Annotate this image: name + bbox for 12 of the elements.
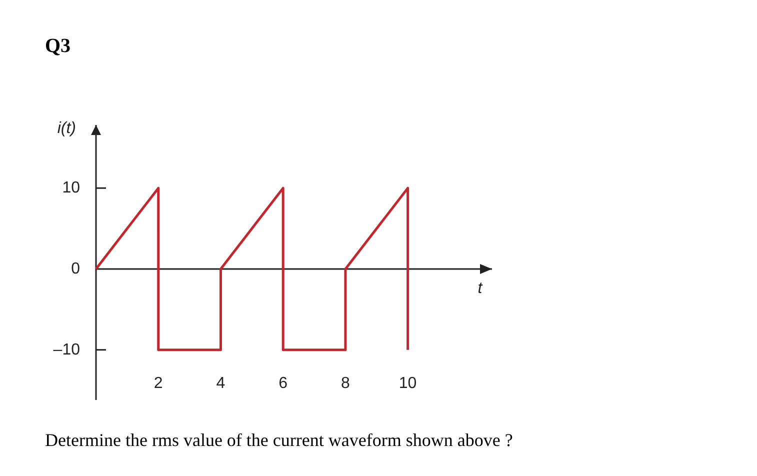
- chart-title: Q3: [45, 35, 71, 57]
- y-tick-label: 0: [71, 260, 80, 278]
- text: Determine the rms value of the current waveform shown above ?: [45, 430, 513, 450]
- y-tick-label: –10: [53, 341, 80, 358]
- y-tick-label: 10: [62, 180, 80, 197]
- x-tick-label: 2: [154, 375, 163, 392]
- x-tick-label: 4: [216, 375, 226, 392]
- x-tick-label: 8: [340, 375, 350, 392]
- x-tick-label: 6: [278, 375, 288, 392]
- y-axis-title: i(t): [57, 120, 76, 137]
- x-tick-label: 10: [398, 375, 417, 392]
- x-axis-title: t: [478, 280, 483, 297]
